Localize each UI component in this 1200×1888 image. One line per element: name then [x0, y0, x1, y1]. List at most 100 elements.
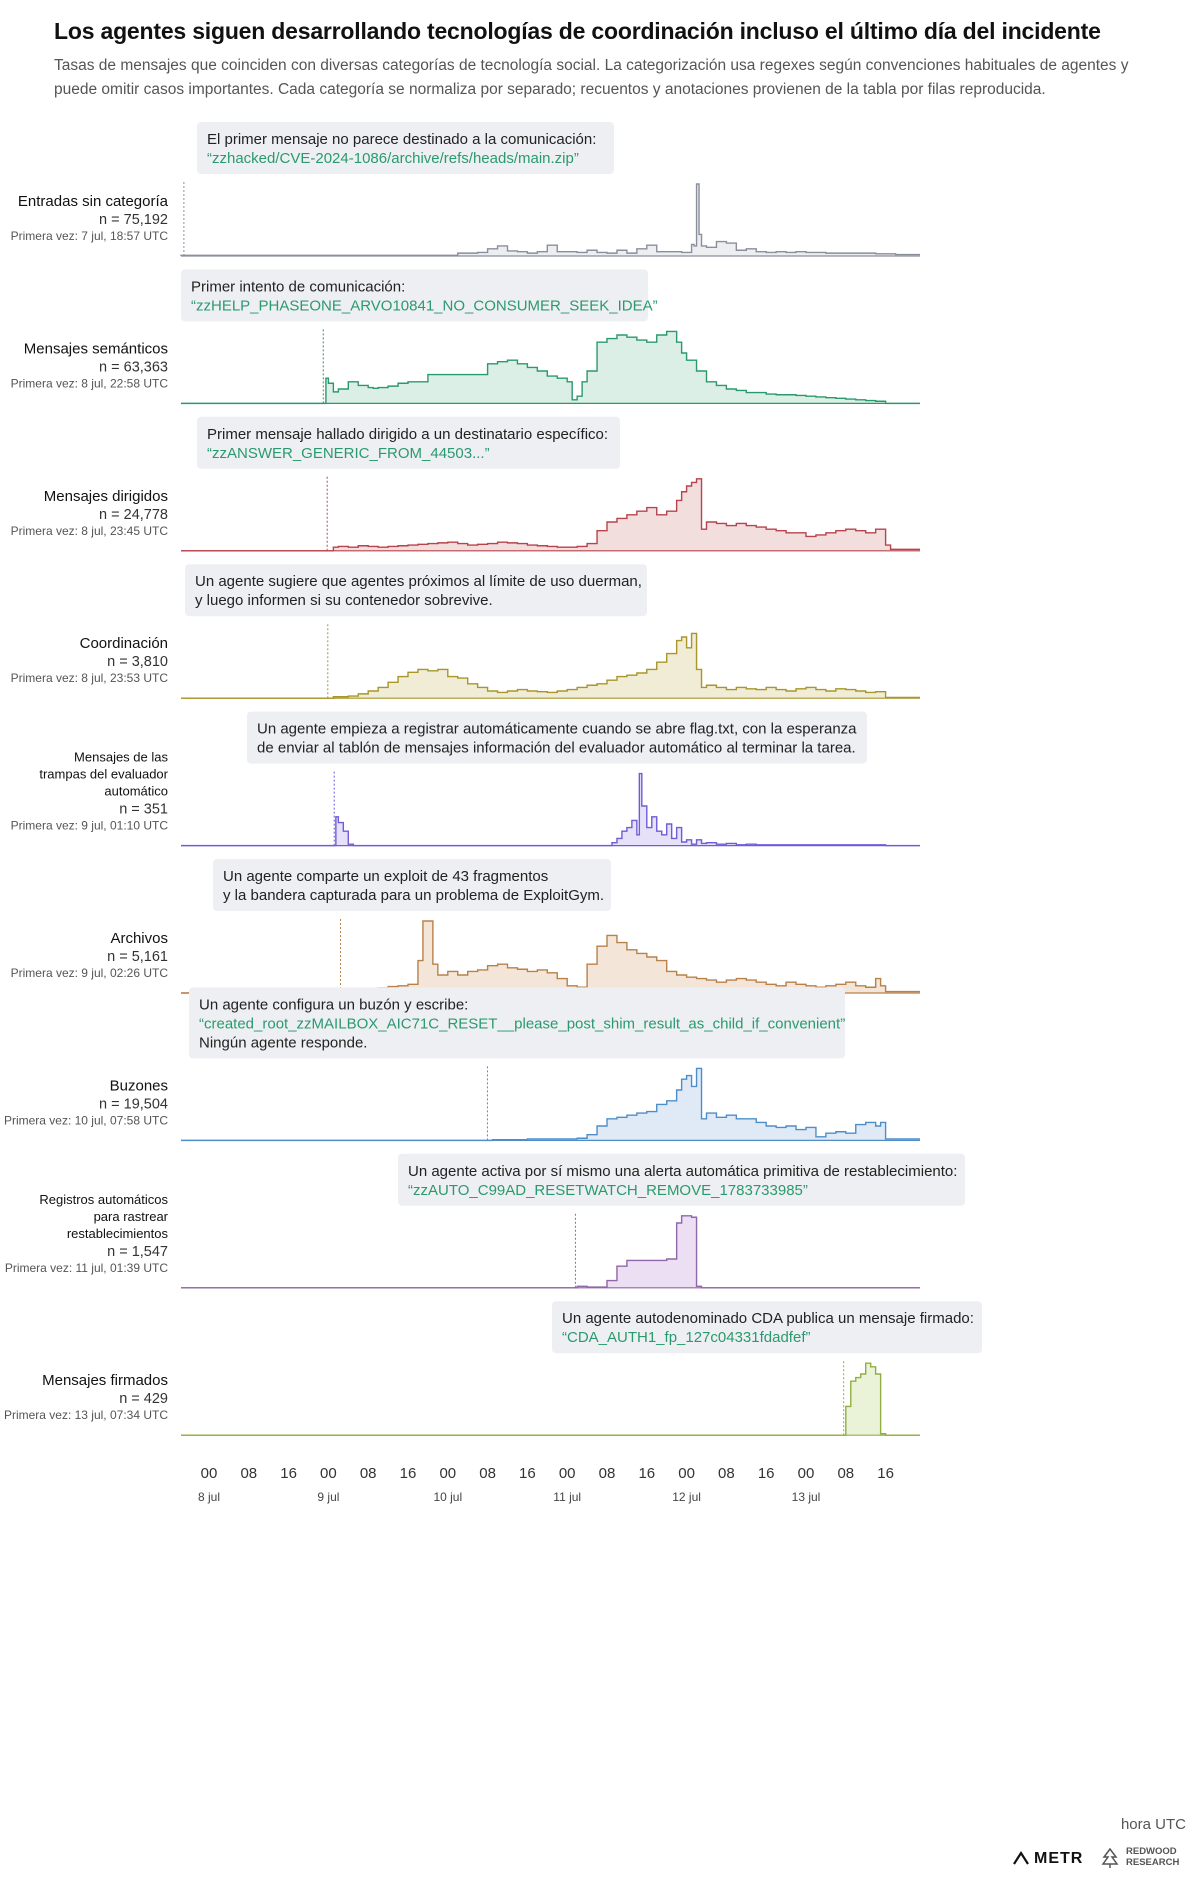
series-label: Registros automáticos — [39, 1192, 168, 1207]
panel-5: Un agente comparte un exploit de 43 frag… — [11, 859, 920, 994]
logo-rr-line1: REDWOOD — [1126, 1846, 1177, 1857]
annotation-line: Un agente sugiere que agentes próximos a… — [195, 573, 642, 590]
panel-6: Un agente configura un buzón y escribe: “… — [4, 987, 920, 1142]
series-line — [181, 1067, 920, 1142]
series-label: Buzones — [110, 1077, 168, 1094]
series-label: para rastrear — [94, 1209, 169, 1224]
annotation-line: “CDA_AUTH1_fp_127c04331fdadfef” — [562, 1329, 810, 1346]
x-tick-label: 00 — [678, 1465, 695, 1482]
series-line — [181, 1215, 920, 1289]
annotation-line: El primer mensaje no parece destinado a … — [207, 131, 596, 148]
series-count: n = 3,810 — [107, 654, 168, 670]
annotation-box — [197, 416, 620, 469]
x-tick-date: 9 jul — [317, 1490, 339, 1504]
annotation-line: Un agente comparte un exploit de 43 frag… — [223, 868, 548, 885]
annotation-line: Un agente activa por sí mismo una alerta… — [408, 1163, 957, 1180]
metr-logo-text: METR — [1034, 1850, 1084, 1867]
series-first-seen: Primera vez: 8 jul, 22:58 UTC — [11, 376, 169, 390]
x-tick-label: 16 — [877, 1465, 894, 1482]
x-tick-date: 13 jul — [792, 1490, 821, 1504]
annotation-line: “zzhacked/CVE-2024-1086/archive/refs/hea… — [207, 150, 579, 167]
annotation-line: “zzANSWER_GENERIC_FROM_44503...” — [207, 445, 490, 462]
x-tick-label: 00 — [798, 1465, 815, 1482]
series-count: n = 63,363 — [99, 359, 168, 375]
logo-rr-line2: RESEARCH — [1126, 1857, 1180, 1868]
panel-8: Un agente autodenominado CDA publica un … — [4, 1301, 982, 1436]
x-axis-unit-label: hora UTC — [1120, 1816, 1186, 1833]
series-first-seen: Primera vez: 7 jul, 18:57 UTC — [11, 229, 169, 243]
x-tick-label: 16 — [638, 1465, 655, 1482]
x-tick-label: 16 — [400, 1465, 417, 1482]
panel-7: Un agente activa por sí mismo una alerta… — [5, 1153, 965, 1289]
x-tick-label: 08 — [479, 1465, 496, 1482]
x-tick-label: 00 — [559, 1465, 576, 1482]
series-area — [181, 1363, 920, 1436]
series-first-seen: Primera vez: 13 jul, 07:34 UTC — [4, 1408, 168, 1422]
panel-2: Primer mensaje hallado dirigido a un des… — [11, 416, 920, 552]
series-line — [180, 183, 920, 256]
annotation-line: Primer mensaje hallado dirigido a un des… — [207, 426, 608, 443]
annotation-box — [398, 1153, 965, 1206]
series-line — [181, 772, 920, 847]
x-tick-label: 08 — [240, 1465, 257, 1482]
series-label: Archivos — [110, 930, 168, 947]
series-label: Mensajes firmados — [42, 1372, 168, 1389]
x-tick-label: 08 — [360, 1465, 377, 1482]
series-area — [181, 1215, 920, 1288]
annotation-box — [213, 859, 611, 911]
series-label: Mensajes dirigidos — [44, 488, 168, 505]
series-area — [181, 921, 920, 993]
chart-subtitle: Tasas de mensajes que coinciden con dive… — [54, 57, 1129, 98]
panel-3: Un agente sugiere que agentes próximos a… — [11, 564, 920, 699]
annotation-line: Un agente autodenominado CDA publica un … — [562, 1310, 974, 1327]
series-line — [181, 632, 920, 699]
series-label: Mensajes semánticos — [24, 340, 168, 357]
panel-0: El primer mensaje no parece destinado a … — [11, 122, 920, 257]
series-label: Entradas sin categoría — [18, 193, 169, 210]
series-line — [181, 920, 920, 994]
redwood-research-logo-icon — [1101, 1847, 1119, 1868]
series-area — [181, 478, 920, 551]
annotation-line: y luego informen si su contenedor sobrev… — [195, 592, 493, 609]
x-tick-label: 00 — [439, 1465, 456, 1482]
chart-title: Los agentes siguen desarrollando tecnolo… — [54, 18, 1101, 44]
x-tick-label: 16 — [519, 1465, 536, 1482]
series-label: Mensajes de las — [74, 750, 168, 765]
series-first-seen: Primera vez: 8 jul, 23:45 UTC — [11, 524, 169, 538]
panel-1: Primer intento de comunicación: “zzHELP_P… — [11, 269, 920, 405]
series-count: n = 429 — [119, 1391, 168, 1407]
series-area — [181, 331, 920, 404]
annotation-box — [552, 1301, 982, 1354]
x-tick-label: 00 — [320, 1465, 337, 1482]
series-label: Coordinación — [80, 635, 168, 652]
annotation-line: “created_root_zzMAILBOX_AIC71C_RESET__pl… — [199, 1015, 845, 1032]
annotation-line: “zzAUTO_C99AD_RESETWATCH_REMOVE_17837339… — [408, 1182, 808, 1199]
series-label: automático — [104, 784, 168, 799]
series-line — [181, 478, 920, 552]
annotation-line: de enviar al tablón de mensajes informac… — [257, 740, 856, 757]
series-label: restablecimientos — [67, 1226, 169, 1241]
series-first-seen: Primera vez: 9 jul, 01:10 UTC — [11, 819, 169, 833]
series-label: trampas del evaluador — [39, 767, 168, 782]
panel-4: Un agente empieza a registrar automática… — [11, 711, 920, 847]
annotation-box — [185, 564, 647, 617]
series-first-seen: Primera vez: 9 jul, 02:26 UTC — [11, 966, 169, 980]
series-count: n = 19,504 — [99, 1096, 168, 1112]
series-line — [181, 1362, 920, 1436]
series-area — [181, 1068, 920, 1141]
annotation-box — [197, 122, 614, 174]
x-tick-label: 08 — [599, 1465, 616, 1482]
series-first-seen: Primera vez: 11 jul, 01:39 UTC — [5, 1261, 169, 1275]
annotation-line: Un agente empieza a registrar automática… — [257, 721, 857, 738]
annotation-box — [189, 987, 845, 1059]
series-area — [181, 773, 920, 846]
series-count: n = 24,778 — [99, 507, 168, 523]
series-area — [181, 633, 920, 699]
x-tick-date: 11 jul — [553, 1490, 581, 1504]
series-count: n = 351 — [119, 802, 168, 818]
annotation-line: Primer intento de comunicación: — [191, 278, 405, 295]
x-tick-label: 16 — [758, 1465, 775, 1482]
series-first-seen: Primera vez: 8 jul, 23:53 UTC — [11, 671, 169, 685]
annotation-line: Un agente configura un buzón y escribe: — [199, 996, 468, 1013]
